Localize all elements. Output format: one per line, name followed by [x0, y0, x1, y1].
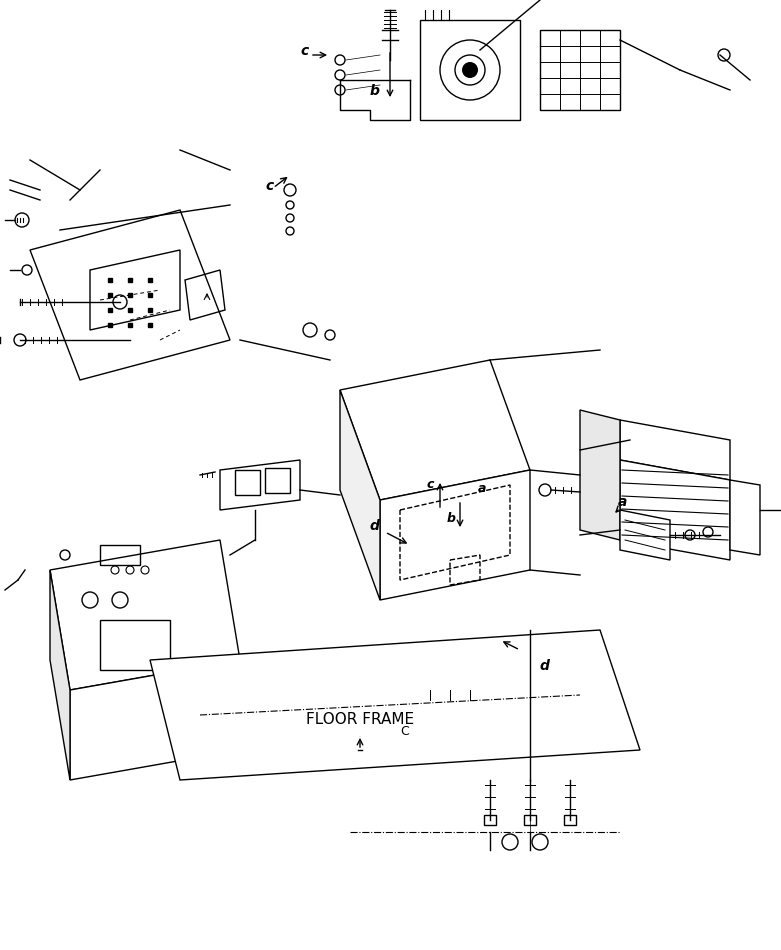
- Text: b: b: [447, 512, 456, 525]
- Polygon shape: [580, 410, 620, 540]
- Text: a: a: [478, 482, 487, 495]
- Bar: [265, 468, 290, 493]
- Polygon shape: [220, 460, 300, 510]
- Polygon shape: [620, 420, 730, 480]
- Polygon shape: [70, 660, 240, 780]
- Bar: [100, 620, 170, 670]
- Text: c: c: [427, 478, 434, 491]
- Bar: [564, 815, 576, 825]
- Bar: [484, 815, 496, 825]
- Polygon shape: [340, 390, 380, 600]
- Text: c: c: [265, 179, 273, 193]
- Bar: [235, 470, 260, 495]
- Text: b: b: [370, 84, 380, 98]
- Polygon shape: [340, 360, 530, 500]
- Text: d: d: [370, 519, 380, 533]
- Text: C: C: [400, 725, 408, 738]
- Polygon shape: [50, 570, 70, 780]
- Polygon shape: [150, 630, 640, 780]
- Circle shape: [462, 62, 478, 78]
- Bar: [524, 815, 536, 825]
- Text: d: d: [540, 659, 550, 673]
- Polygon shape: [620, 510, 670, 560]
- Text: a: a: [618, 495, 627, 509]
- Polygon shape: [730, 480, 760, 555]
- Bar: [420, 20, 520, 120]
- Polygon shape: [50, 540, 240, 690]
- Polygon shape: [620, 460, 730, 560]
- Text: FLOOR FRAME: FLOOR FRAME: [306, 712, 414, 728]
- Bar: [540, 30, 620, 110]
- Text: c: c: [300, 44, 308, 58]
- Bar: [100, 545, 140, 565]
- Polygon shape: [380, 470, 530, 600]
